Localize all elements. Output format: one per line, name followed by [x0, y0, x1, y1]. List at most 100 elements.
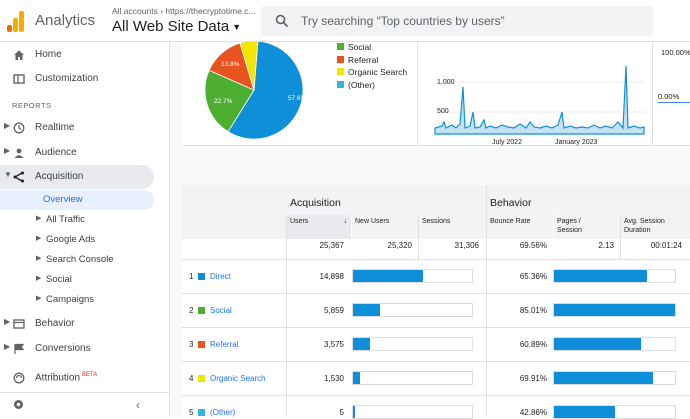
- row-divider: [182, 293, 690, 294]
- search-box[interactable]: Try searching “Top countries by users”: [261, 6, 653, 36]
- table-row: Direct: [198, 272, 231, 281]
- bounce-rate-value: 65.36%: [519, 272, 547, 281]
- sidebar-item-all-traffic[interactable]: ▶ All Traffic: [36, 214, 85, 225]
- sessions-bar-fill: [353, 406, 355, 418]
- channel-swatch: [198, 408, 205, 416]
- y-tick-1000: 1,000: [437, 79, 455, 86]
- table-row: Organic Search: [198, 374, 266, 383]
- table-row: (Other): [198, 408, 235, 417]
- expand-arrow-icon: ▶: [36, 215, 42, 222]
- sessions-column-header[interactable]: Sessions: [419, 215, 486, 239]
- sidebar: Home Customization REPORTS ▶ Realtime ▶ …: [0, 42, 170, 416]
- bounce-rate-value: 85.01%: [519, 306, 547, 315]
- behavior-bar-fill: [554, 270, 648, 282]
- expand-arrow-icon: ▶: [36, 255, 42, 262]
- behavior-bar: [553, 269, 676, 283]
- right-percentage-mid: 0.00%: [658, 92, 680, 101]
- bounce-rate-column-header[interactable]: Bounce Rate: [487, 215, 553, 239]
- sidebar-item-conversions[interactable]: ▶ Conversions: [4, 342, 91, 356]
- sessions-bar-fill: [353, 304, 381, 316]
- pages-per-session-column-header[interactable]: Pages / Session: [554, 215, 620, 239]
- new-users-column-header[interactable]: New Users: [352, 215, 418, 239]
- pie-legend: Social Referral Organic Search (Other): [337, 42, 407, 92]
- x-tick-january-2023: January 2023: [555, 139, 598, 146]
- table-row: Referral: [198, 340, 238, 349]
- dashboard-icon: [12, 72, 26, 86]
- breadcrumb[interactable]: All accounts › https://thecryptotime.c..…: [112, 6, 256, 16]
- channel-link[interactable]: Direct: [210, 272, 231, 281]
- collapse-arrow-icon: ▼: [4, 170, 12, 179]
- expand-arrow-icon: ▶: [4, 342, 11, 351]
- pie-label-referral: 13.8%: [221, 61, 240, 68]
- users-value: 1,530: [323, 374, 344, 383]
- row-divider: [182, 327, 690, 328]
- view-name: All Web Site Data: [112, 18, 230, 35]
- avg-session-duration-column-header[interactable]: Avg. Session Duration: [621, 215, 690, 239]
- channel-swatch: [198, 340, 205, 348]
- users-value: 14,898: [319, 272, 344, 281]
- acquisition-icon: [12, 170, 26, 184]
- behavior-bar-fill: [554, 372, 654, 384]
- sidebar-item-search-console[interactable]: ▶ Search Console: [36, 254, 114, 265]
- sidebar-item-google-ads[interactable]: ▶ Google Ads: [36, 234, 96, 245]
- view-selector[interactable]: All Web Site Data ▼: [112, 18, 241, 35]
- behavior-bar: [553, 337, 676, 351]
- total-pages-per-session: 2.13: [598, 241, 614, 250]
- sessions-bar: [352, 405, 473, 419]
- pie-slice-direct: [227, 42, 304, 140]
- row-number: 3: [189, 340, 194, 349]
- sidebar-footer: ‹: [0, 392, 170, 416]
- behavior-bar-fill: [554, 304, 675, 316]
- sidebar-item-behavior[interactable]: ▶ Behavior: [4, 317, 75, 329]
- column-divider: [418, 215, 419, 259]
- expand-arrow-icon: ▶: [36, 275, 42, 282]
- reports-section-label: REPORTS: [12, 101, 52, 110]
- right-percentage-top: 100.00%: [661, 48, 690, 57]
- dimension-header: [182, 215, 286, 239]
- sidebar-item-audience[interactable]: ▶ Audience: [4, 146, 77, 160]
- users-value: 5: [339, 408, 344, 417]
- total-avg-duration: 00:01:24: [650, 241, 682, 250]
- pie-slice-organic: [239, 42, 259, 91]
- column-divider: [286, 215, 287, 416]
- settings-gear-icon[interactable]: [12, 398, 25, 416]
- table-row: Social: [198, 306, 232, 315]
- channel-link[interactable]: (Other): [210, 408, 236, 417]
- table-header-band: [182, 185, 690, 215]
- row-number: 2: [189, 306, 194, 315]
- beta-badge: BETA: [82, 372, 98, 378]
- users-column-header[interactable]: Users ↓: [287, 215, 351, 239]
- sidebar-item-overview[interactable]: Overview: [0, 190, 154, 210]
- analytics-logo-icon[interactable]: [7, 10, 25, 32]
- sidebar-item-realtime[interactable]: ▶ Realtime: [4, 121, 75, 134]
- sidebar-item-attribution[interactable]: Attribution BETA: [0, 366, 154, 390]
- pie-label-direct: 57.6%: [288, 95, 307, 102]
- channel-link[interactable]: Social: [210, 306, 232, 315]
- row-number: 5: [189, 408, 194, 417]
- total-users: 25,367: [319, 241, 344, 250]
- channel-link[interactable]: Organic Search: [210, 374, 266, 383]
- expand-arrow-icon: ▶: [4, 317, 11, 326]
- sidebar-item-acquisition[interactable]: ▼ Acquisition: [0, 165, 154, 189]
- channel-swatch: [198, 306, 205, 314]
- flag-icon: [12, 342, 26, 356]
- behavior-bar: [553, 303, 676, 317]
- channel-link[interactable]: Referral: [210, 340, 239, 349]
- acquisition-group-header: Acquisition: [290, 197, 341, 209]
- sidebar-item-social[interactable]: ▶ Social: [36, 274, 72, 285]
- divider: [417, 42, 418, 146]
- home-icon: [12, 48, 26, 62]
- sidebar-item-home[interactable]: Home: [0, 43, 154, 67]
- channel-pie-chart: 57.6% 22.7% 13.8%: [204, 42, 307, 140]
- person-icon: [12, 146, 26, 160]
- total-new-users: 25,320: [387, 241, 412, 250]
- row-divider: [182, 259, 690, 260]
- search-placeholder: Try searching “Top countries by users”: [301, 14, 505, 28]
- behavior-bar: [553, 405, 676, 419]
- app-name: Analytics: [35, 12, 96, 29]
- attribution-icon: [12, 371, 26, 385]
- sidebar-item-campaigns[interactable]: ▶ Campaigns: [36, 294, 95, 305]
- column-divider: [486, 185, 487, 416]
- collapse-sidebar-icon[interactable]: ‹: [136, 398, 140, 412]
- sidebar-item-customization[interactable]: Customization: [0, 67, 154, 91]
